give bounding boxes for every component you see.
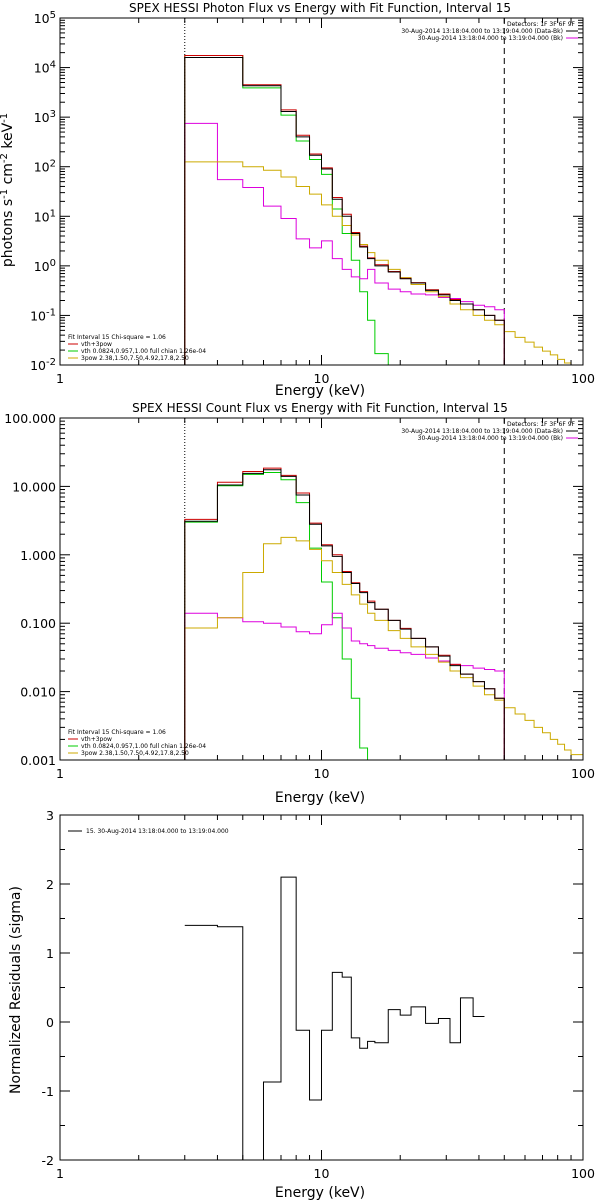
count-flux-x-tick-label: 100 bbox=[571, 766, 595, 781]
photon-flux-plot-area bbox=[184, 18, 572, 365]
photon-flux-x-axis-label: Energy (keV) bbox=[275, 383, 365, 399]
count-flux-series-2 bbox=[184, 471, 369, 760]
photon-flux-y-tick-label: 10-1 bbox=[30, 307, 56, 324]
photon-flux-x-tick-label: 1 bbox=[56, 371, 64, 386]
legend-entry: 30-Aug-2014 13:18:04.000 to 13:19:04.000… bbox=[418, 435, 563, 442]
count-flux-y-tick-label: 0.010 bbox=[20, 685, 56, 700]
count-flux-axes: 1 10 100 0.001 0.010 0.100 1.000 10.000 100.000 bbox=[4, 411, 595, 781]
legend-entry: Detectors: 1F 3F 6F 9F bbox=[507, 421, 576, 428]
photon-flux-x-tick-label: 10 bbox=[314, 371, 330, 386]
count-flux-y-tick-label: 0.100 bbox=[20, 616, 56, 631]
photon-flux-y-tick-label: 101 bbox=[34, 208, 56, 225]
count-flux-series-4 bbox=[184, 612, 505, 760]
count-flux-x-tick-label: 1 bbox=[56, 766, 64, 781]
residuals-y-tick-label: 1 bbox=[46, 946, 54, 961]
residuals-x-axis-label: Energy (keV) bbox=[275, 1185, 365, 1200]
photon-flux-legend-bottom: Fit Interval 15 Chi-square = 1.06vth+3po… bbox=[68, 334, 206, 362]
legend-entry: vth 0.0824,0.957,1.00 full chian 1.26e-0… bbox=[81, 743, 206, 750]
residuals-x-tick-label: 1 bbox=[56, 1166, 64, 1181]
residuals-plot: Energy (keV) Normalized Residuals (sigma… bbox=[8, 808, 595, 1200]
count-flux-legend-bottom: Fit Interval 15 Chi-square = 1.06vth+3po… bbox=[68, 729, 206, 757]
residuals-legend-top: 15. 30-Aug-2014 13:18:04.000 to 13:19:04… bbox=[68, 828, 229, 835]
legend-entry: Fit Interval 15 Chi-square = 1.06 bbox=[68, 334, 166, 341]
photon-flux-axes: 1 10 100 10-2 10-1 100 101 102 103 104 105 bbox=[30, 10, 595, 387]
count-flux-plot: SPEX HESSI Count Flux vs Energy with Fit… bbox=[4, 401, 595, 806]
count-flux-series-3 bbox=[184, 536, 583, 760]
legend-entry: 30-Aug-2014 13:18:04.000 to 13:19:04.000… bbox=[418, 35, 563, 42]
residuals-series-0 bbox=[184, 876, 485, 1160]
residuals-x-tick-label: 10 bbox=[314, 1166, 330, 1181]
legend-entry: 3pow 2.38,1.50,7.50,4.92,17.8,2.50 bbox=[81, 355, 189, 362]
photon-flux-y-tick-label: 103 bbox=[34, 109, 56, 126]
legend-entry: 30-Aug-2014 13:18:04.000 to 13:19:04.000… bbox=[401, 428, 563, 435]
legend-entry: Fit Interval 15 Chi-square = 1.06 bbox=[68, 729, 166, 736]
photon-flux-title: SPEX HESSI Photon Flux vs Energy with Fi… bbox=[129, 1, 511, 15]
photon-flux-series-2 bbox=[184, 55, 389, 365]
photon-flux-y-tick-label: 100 bbox=[34, 257, 56, 274]
photon-flux-y-tick-label: 105 bbox=[34, 10, 56, 27]
count-flux-y-tick-label: 100.000 bbox=[4, 411, 56, 426]
count-flux-y-tick-label: 1.000 bbox=[20, 548, 56, 563]
count-flux-series-0 bbox=[184, 469, 505, 760]
photon-flux-y-tick-label: 10-2 bbox=[30, 357, 56, 374]
legend-entry: 3pow 2.38,1.50,7.50,4.92,17.8,2.50 bbox=[81, 750, 189, 757]
residuals-frame bbox=[59, 814, 584, 1161]
count-flux-series-1 bbox=[184, 467, 505, 760]
legend-entry: vth+3pow bbox=[81, 341, 112, 348]
count-flux-x-axis-label: Energy (keV) bbox=[275, 790, 365, 806]
residuals-y-axis-label: Normalized Residuals (sigma) bbox=[8, 886, 24, 1094]
photon-flux-x-tick-label: 100 bbox=[571, 371, 595, 386]
residuals-plot-area bbox=[184, 876, 485, 1160]
residuals-y-tick-label: 0 bbox=[46, 1015, 54, 1030]
photon-flux-series-3 bbox=[184, 161, 572, 365]
legend-entry: 30-Aug-2014 13:18:04.000 to 13:19:04.000… bbox=[401, 28, 563, 35]
count-flux-y-tick-label: 0.001 bbox=[20, 753, 56, 768]
photon-flux-plot: SPEX HESSI Photon Flux vs Energy with Fi… bbox=[0, 1, 595, 399]
count-flux-plot-area bbox=[184, 418, 583, 760]
residuals-y-tick-label: 2 bbox=[46, 877, 54, 892]
count-flux-title: SPEX HESSI Count Flux vs Energy with Fit… bbox=[132, 401, 508, 415]
photon-flux-y-tick-label: 104 bbox=[34, 59, 56, 76]
residuals-y-tick-label: 3 bbox=[46, 808, 54, 823]
legend-entry: 15. 30-Aug-2014 13:18:04.000 to 13:19:04… bbox=[86, 828, 229, 835]
residuals-y-tick-label: -2 bbox=[42, 1153, 54, 1168]
legend-entry: vth+3pow bbox=[81, 736, 112, 743]
photon-flux-y-axis-label: photons s-1 cm-2 keV-1 bbox=[0, 113, 16, 267]
count-flux-y-tick-label: 10.000 bbox=[12, 479, 56, 494]
count-flux-x-tick-label: 10 bbox=[314, 766, 330, 781]
legend-entry: vth 0.0824,0.957,1.00 full chian 1.26e-0… bbox=[81, 348, 206, 355]
residuals-axes: 1 10 100 -2 -1 0 1 2 3 bbox=[42, 808, 595, 1181]
legend-entry: Detectors: 1F 3F 6F 9F bbox=[507, 21, 576, 28]
photon-flux-series-0 bbox=[184, 56, 505, 365]
residuals-x-tick-label: 100 bbox=[571, 1166, 595, 1181]
residuals-y-tick-label: -1 bbox=[42, 1084, 54, 1099]
photon-flux-y-tick-label: 102 bbox=[34, 158, 56, 175]
photon-flux-series-4 bbox=[184, 122, 505, 365]
photon-flux-series-1 bbox=[184, 55, 505, 365]
